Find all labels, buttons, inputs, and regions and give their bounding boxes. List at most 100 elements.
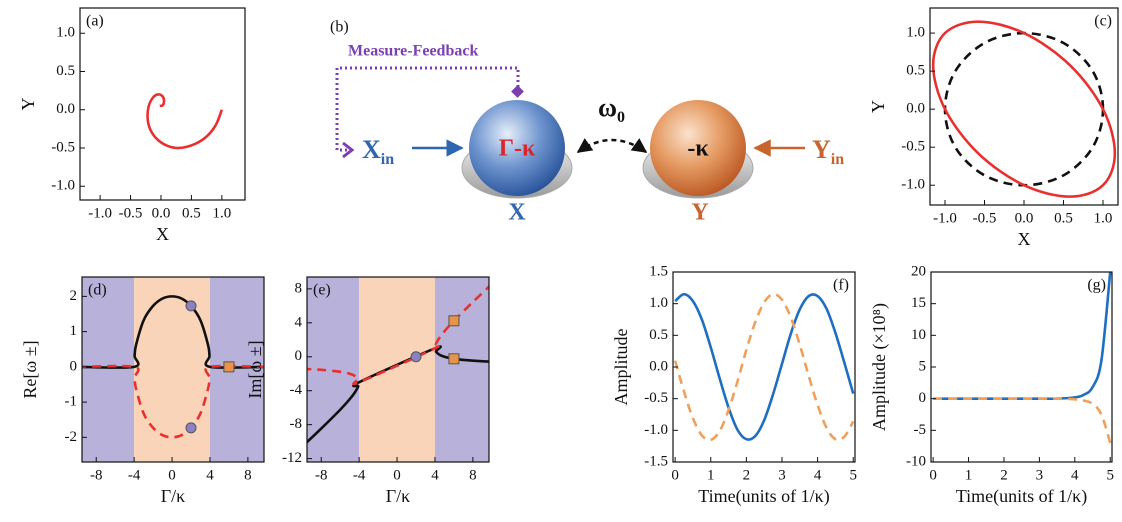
data-line	[146, 93, 224, 150]
x-axis-label: Time(units of 1/κ)	[698, 486, 829, 507]
y-axis-label: Im[ω ±]	[245, 340, 265, 398]
x-tick-label: 0	[393, 467, 401, 483]
x-tick-label: 4	[1071, 467, 1079, 483]
chart: 0 1 2 3 4 5 -1.5 -1.0 -0.5 0.0 0.5 1.0 1.5 Time(units…	[611, 263, 857, 507]
x-tick-label: -1.0	[88, 205, 112, 221]
y-tick-label: 0.0	[906, 101, 925, 117]
x-tick-label: 1.0	[212, 205, 231, 221]
y-tick-label: 0.5	[56, 63, 75, 79]
x-axis-label: X	[156, 224, 169, 244]
coupling-label: ω0	[598, 93, 625, 126]
y-tick-label: -1.5	[644, 453, 668, 469]
x-tick-label: 8	[469, 467, 477, 483]
y-tick-label: 1.0	[906, 25, 925, 41]
x-tick-label: 8	[244, 467, 252, 483]
x-tick-label: 3	[778, 467, 786, 483]
x-tick-label: 5	[1106, 467, 1114, 483]
y-tick-label: -10	[906, 453, 926, 469]
y-tick-label: -1.0	[901, 177, 925, 193]
chart: -8 -4 0 4 8 -2 -1 0 1 2 Γ/κ Re[ω ±] (d)	[20, 276, 265, 506]
panel-label: (f)	[833, 277, 849, 294]
chart: -8 -4 0 4 8 -12 -8 -4 0 4 8 Γ/κ Im[ω ±] (e)	[245, 276, 490, 506]
marker	[223, 361, 235, 373]
y-tick-label: 1	[70, 323, 78, 339]
y-tick-label: -4	[290, 382, 303, 398]
x-tick-label: 0	[671, 467, 679, 483]
x-tick-label: -1.0	[933, 210, 957, 226]
y-tick-label: 4	[295, 314, 303, 330]
mode-x-name: X	[508, 200, 526, 226]
y-tick-label: 0.0	[56, 101, 75, 117]
plot-area	[933, 272, 1112, 444]
y-tick-label: 0	[919, 390, 927, 406]
x-tick-label: -8	[90, 467, 103, 483]
x-tick-label: -0.5	[973, 210, 997, 226]
x-axis-label: Time(units of 1/κ)	[956, 486, 1087, 507]
y-tick-label: 20	[911, 263, 926, 279]
chart: 0 1 2 3 4 5 -10 -5 0 5 10 15 20 Time(units of 1/κ) Amp…	[869, 263, 1114, 507]
x-axis-label: Γ/κ	[161, 486, 185, 506]
plot-area	[146, 93, 224, 150]
y-tick-label: 8	[295, 280, 303, 296]
y-tick-label: 0.0	[649, 358, 668, 374]
frame	[929, 7, 1119, 206]
y-tick-label: -0.5	[901, 139, 925, 155]
x-tick-label: 0.0	[152, 205, 171, 221]
marker	[448, 353, 460, 365]
panel-label: (e)	[313, 282, 331, 299]
plot-area	[307, 277, 489, 462]
y-tick-label: -12	[282, 450, 302, 466]
marker	[448, 315, 460, 327]
data-line	[674, 292, 855, 441]
y-axis-label: Amplitude	[611, 328, 631, 405]
y-axis-label: Re[ω ±]	[20, 340, 40, 398]
y-tick-label: -2	[65, 429, 78, 445]
x-tick-label: -0.5	[119, 205, 143, 221]
y-tick-label: -1.0	[644, 422, 668, 438]
y-tick-label: 2	[70, 288, 78, 304]
data-line	[933, 272, 1112, 401]
panel-label: (c)	[1094, 13, 1112, 30]
plot-area	[673, 292, 855, 442]
data-line	[931, 20, 1117, 198]
x-tick-label: 0	[929, 467, 937, 483]
feedback-line	[335, 66, 520, 152]
plot-area	[931, 20, 1117, 198]
region	[134, 277, 210, 462]
y-tick-label: 0.5	[906, 63, 925, 79]
frame	[930, 271, 1113, 463]
region	[82, 277, 135, 462]
y-tick-label: 15	[911, 295, 926, 311]
mode-x-label: Γ-κ	[499, 136, 536, 162]
y-tick-label: -0.5	[644, 390, 668, 406]
data-line	[943, 31, 1105, 187]
y-tick-label: 0	[295, 348, 303, 364]
region	[359, 277, 435, 462]
x-tick-label: 1	[707, 467, 715, 483]
y-tick-label: -0.5	[51, 139, 75, 155]
y-axis-label: Y	[868, 100, 888, 113]
y-tick-label: 1.5	[649, 263, 668, 279]
x-axis-label: Γ/κ	[386, 486, 410, 506]
x-tick-label: -8	[315, 467, 328, 483]
data-line	[307, 284, 489, 386]
feedback-label: Measure-Feedback	[348, 43, 478, 60]
x-tick-label: 4	[814, 467, 822, 483]
marker	[410, 351, 422, 363]
x-tick-label: 1	[965, 467, 973, 483]
input-y: Yin	[812, 135, 844, 168]
region	[209, 277, 264, 462]
y-axis-label: Amplitude (×10⁸)	[869, 303, 890, 431]
x-tick-label: 2	[743, 467, 751, 483]
y-tick-label: -1	[65, 394, 78, 410]
region	[307, 277, 360, 462]
panel-label: (d)	[88, 282, 107, 299]
mode-y-sphere	[650, 100, 746, 196]
x-tick-label: 2	[1000, 467, 1008, 483]
data-line	[82, 295, 264, 369]
diagram: (b) Measure-Feedback Xin Γ-κ X ω0 -κ Y Y…	[330, 19, 844, 226]
plot-area	[82, 277, 264, 462]
y-tick-label: 0	[70, 358, 78, 374]
y-tick-label: -8	[290, 416, 303, 432]
